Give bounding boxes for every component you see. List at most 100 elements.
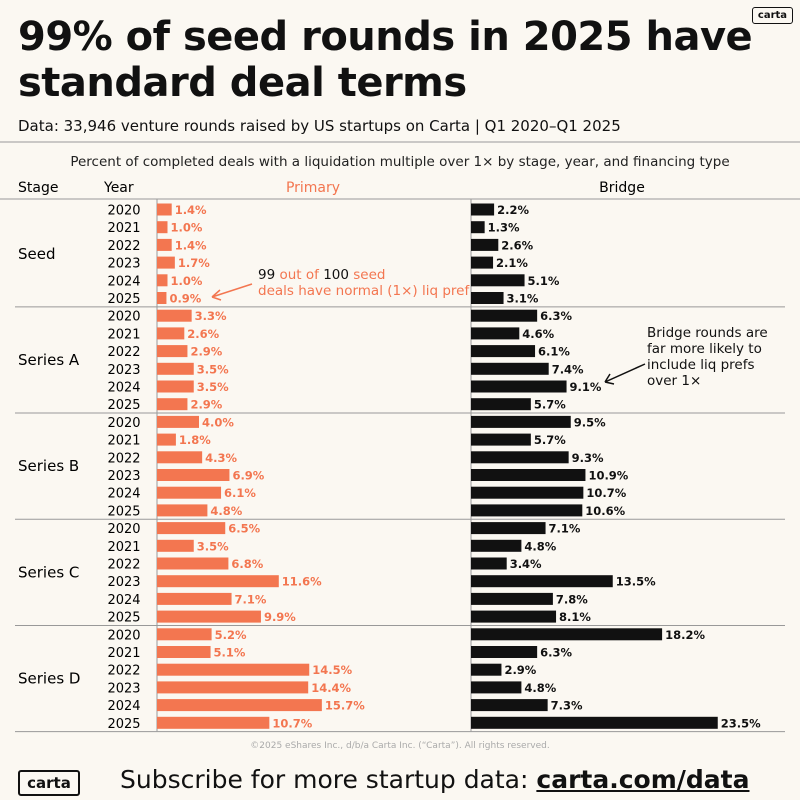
primary-bar	[157, 451, 203, 464]
footer-cta-text: Subscribe for more startup data:	[120, 765, 537, 794]
annotation-seed-arrow	[211, 283, 253, 301]
bridge-bar	[471, 522, 546, 535]
bridge-bar	[471, 221, 485, 234]
year-label: 2024	[107, 274, 140, 289]
bridge-data-label: 3.4%	[510, 557, 542, 571]
primary-data-label: 4.3%	[205, 451, 237, 465]
primary-data-label: 10.7%	[272, 716, 312, 730]
primary-bar	[157, 238, 172, 251]
bridge-data-label: 4.8%	[524, 539, 556, 553]
bridge-data-label: 4.8%	[524, 681, 556, 695]
annotation-seed-line2: deals have normal (1×) liq pref	[258, 283, 470, 299]
primary-data-label: 7.1%	[235, 592, 267, 606]
bridge-bar	[471, 415, 571, 428]
primary-data-label: 1.4%	[175, 238, 207, 252]
bridge-bar	[471, 451, 569, 464]
primary-bar	[157, 592, 232, 605]
primary-data-label: 3.5%	[197, 362, 229, 376]
primary-bar	[157, 221, 168, 234]
stage-label: Seed	[18, 245, 56, 263]
bridge-bar	[471, 309, 538, 322]
primary-bar	[157, 433, 176, 446]
primary-bar	[157, 309, 192, 322]
column-header-bridge: Bridge	[599, 180, 645, 196]
year-label: 2021	[107, 540, 140, 555]
primary-bar	[157, 557, 229, 570]
bridge-data-label: 7.4%	[552, 362, 584, 376]
primary-bar	[157, 256, 175, 269]
bridge-data-label: 5.7%	[534, 433, 566, 447]
bridge-bar	[471, 469, 586, 481]
year-label: 2023	[107, 469, 140, 484]
footer-link[interactable]: carta.com/data	[536, 765, 750, 794]
bridge-bar	[471, 362, 549, 375]
stage-label: Series B	[18, 457, 79, 475]
bridge-data-label: 7.1%	[549, 522, 581, 536]
year-label: 2025	[107, 504, 140, 519]
bridge-bar	[471, 292, 504, 304]
year-label: 2024	[107, 699, 140, 714]
primary-data-label: 0.9%	[169, 292, 201, 306]
page-subtitle: Data: 33,946 venture rounds raised by US…	[18, 117, 621, 135]
bridge-data-label: 8.1%	[559, 610, 591, 624]
year-label: 2020	[107, 204, 140, 219]
stage-label: Series C	[18, 563, 79, 581]
primary-data-label: 3.5%	[197, 539, 229, 553]
bridge-bar	[471, 327, 520, 340]
year-label: 2022	[107, 558, 140, 573]
bridge-data-label: 7.3%	[551, 699, 583, 713]
primary-bar	[157, 415, 199, 428]
bridge-data-label: 2.2%	[497, 203, 529, 217]
year-label: 2020	[107, 522, 140, 537]
bridge-bar	[471, 646, 538, 658]
year-label: 2025	[107, 398, 140, 413]
primary-data-label: 6.8%	[231, 557, 263, 571]
year-label: 2025	[107, 292, 140, 307]
primary-data-label: 2.9%	[190, 398, 222, 412]
bridge-bar	[471, 238, 499, 251]
year-label: 2023	[107, 363, 140, 378]
bridge-bar	[471, 345, 536, 358]
bridge-data-label: 9.5%	[574, 415, 606, 429]
year-label: 2022	[107, 239, 140, 254]
bridge-bar	[471, 433, 531, 446]
primary-data-label: 9.9%	[264, 610, 296, 624]
bridge-data-label: 13.5%	[616, 575, 656, 589]
year-label: 2020	[107, 416, 140, 431]
bridge-data-label: 5.7%	[534, 398, 566, 412]
page-title: 99% of seed rounds in 2025 have standard…	[18, 14, 753, 106]
year-label: 2022	[107, 451, 140, 466]
bridge-bar	[471, 380, 567, 393]
primary-bar	[157, 203, 172, 216]
bridge-data-label: 23.5%	[721, 716, 761, 730]
bridge-data-label: 6.3%	[540, 309, 572, 323]
primary-bar	[157, 274, 168, 287]
year-label: 2021	[107, 646, 140, 661]
bridge-bar	[471, 203, 495, 216]
primary-bar	[157, 504, 208, 517]
footer-carta-logo[interactable]: carta	[18, 770, 80, 796]
year-label: 2024	[107, 593, 140, 608]
bridge-bar	[471, 557, 507, 570]
footer	[0, 754, 800, 800]
primary-data-label: 11.6%	[282, 575, 322, 589]
bridge-data-label: 3.1%	[507, 292, 539, 306]
bridge-bar	[471, 716, 718, 729]
annotation-bridge-arrow	[604, 363, 646, 385]
primary-data-label: 15.7%	[325, 699, 365, 713]
primary-bar	[157, 539, 194, 552]
primary-data-label: 6.9%	[232, 469, 264, 483]
bridge-bar	[471, 628, 663, 641]
bridge-data-label: 9.1%	[570, 380, 602, 394]
chart-title: Percent of completed deals with a liquid…	[70, 154, 729, 170]
primary-data-label: 14.4%	[311, 681, 351, 695]
primary-data-label: 6.5%	[228, 522, 260, 536]
year-label: 2023	[107, 681, 140, 696]
primary-data-label: 1.0%	[171, 221, 203, 235]
primary-data-label: 2.9%	[190, 345, 222, 359]
column-header-stage: Stage	[18, 180, 58, 196]
primary-data-label: 4.8%	[210, 504, 242, 518]
primary-data-label: 1.0%	[171, 274, 203, 288]
year-label: 2021	[107, 327, 140, 342]
